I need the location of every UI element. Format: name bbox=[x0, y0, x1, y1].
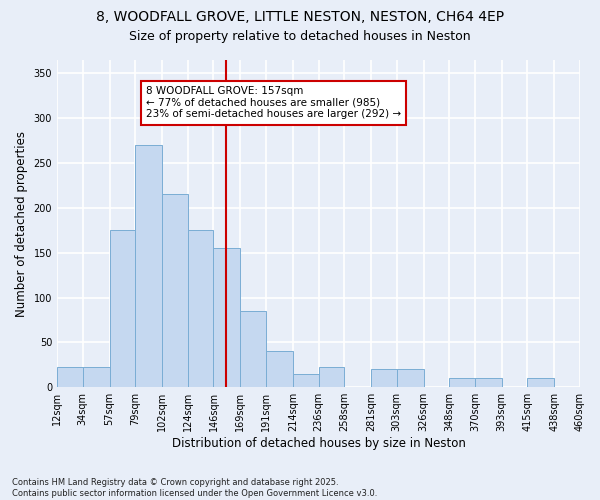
Y-axis label: Number of detached properties: Number of detached properties bbox=[15, 130, 28, 316]
Text: Contains HM Land Registry data © Crown copyright and database right 2025.
Contai: Contains HM Land Registry data © Crown c… bbox=[12, 478, 377, 498]
Bar bbox=[475, 378, 502, 387]
Bar bbox=[371, 370, 397, 387]
Bar bbox=[293, 374, 319, 387]
X-axis label: Distribution of detached houses by size in Neston: Distribution of detached houses by size … bbox=[172, 437, 466, 450]
Bar bbox=[397, 370, 424, 387]
Bar bbox=[449, 378, 475, 387]
Bar bbox=[188, 230, 214, 387]
Bar bbox=[266, 352, 293, 387]
Bar bbox=[110, 230, 135, 387]
Text: 8 WOODFALL GROVE: 157sqm
← 77% of detached houses are smaller (985)
23% of semi-: 8 WOODFALL GROVE: 157sqm ← 77% of detach… bbox=[146, 86, 401, 120]
Bar bbox=[162, 194, 188, 387]
Text: 8, WOODFALL GROVE, LITTLE NESTON, NESTON, CH64 4EP: 8, WOODFALL GROVE, LITTLE NESTON, NESTON… bbox=[96, 10, 504, 24]
Bar bbox=[527, 378, 554, 387]
Bar bbox=[241, 311, 266, 387]
Bar bbox=[214, 248, 241, 387]
Text: Size of property relative to detached houses in Neston: Size of property relative to detached ho… bbox=[129, 30, 471, 43]
Bar bbox=[319, 368, 344, 387]
Bar bbox=[135, 145, 162, 387]
Bar bbox=[83, 366, 110, 387]
Bar bbox=[57, 366, 83, 387]
